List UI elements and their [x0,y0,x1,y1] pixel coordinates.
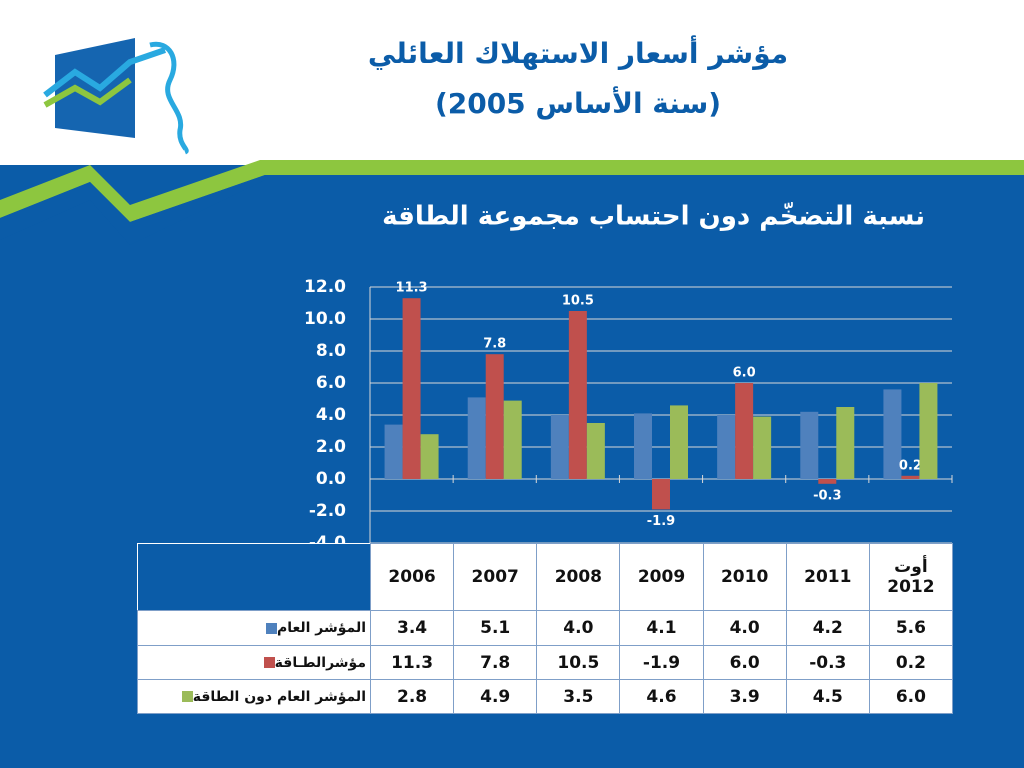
data-label: 11.3 [396,281,428,296]
title: مؤشر أسعار الاستهلاك العائلي [368,35,788,70]
bar [586,423,605,479]
value-cell: 5.6 [868,610,953,646]
bar [800,411,819,479]
legend-cell: مؤشرالطـاقة [137,645,371,680]
y-tick-label: 10.0 [304,309,346,329]
bar [735,383,754,479]
value-cell: 4.5 [785,679,870,714]
value-cell: 5.1 [453,610,538,646]
value-cell: 3.5 [536,679,621,714]
category-cell: 2008 [536,543,621,611]
bar [384,424,403,479]
value-cell: -1.9 [619,645,704,680]
y-tick-label: 12.0 [304,277,346,297]
data-label: -1.9 [647,514,675,529]
bar [652,479,670,510]
bar [919,383,938,479]
header-row: 2006 2007 2008 2009 2010 2011 أوت 2012 [137,543,953,611]
green-band [0,160,1024,222]
data-label: 0.2 [899,458,922,473]
category-cell: أوت 2012 [868,543,953,611]
value-cell: 6.0 [702,645,787,680]
legend-swatch [263,657,275,668]
category-cell: 2009 [619,543,704,611]
legend-label: مؤشرالطـاقة [274,654,366,671]
bar [503,400,522,479]
data-label: 7.8 [483,337,506,352]
y-tick-label: -2.0 [309,501,346,521]
category-cell: 2010 [702,543,787,611]
data-label: 10.5 [562,294,594,309]
data-table: 2006 2007 2008 2009 2010 2011 أوت 2012 المؤشر ا… [137,543,953,714]
value-cell: 4.0 [536,610,621,646]
logo [43,38,189,155]
category-cell: 2007 [453,543,538,611]
bar [485,354,504,479]
series-row: المؤشر العام 3.4 5.1 4.0 4.1 4.0 4.2 5.6 [137,610,953,646]
data-label: -0.3 [813,488,841,503]
y-tick-label: 2.0 [316,437,346,457]
bar [420,434,439,479]
bar [717,415,736,479]
value-cell: 11.3 [369,645,455,680]
y-tick-label: 0.0 [316,469,346,489]
bar [670,405,688,479]
bar [883,389,902,479]
chart-title: نسبة التضخّم دون احتساب مجموعة الطاقة [382,202,925,232]
value-cell: 4.9 [453,679,538,714]
bar [402,298,421,479]
bar [836,407,855,479]
value-cell: 4.6 [619,679,704,714]
legend-label: المؤشر العام [276,620,366,636]
bar [818,479,837,484]
subtitle: (سنة الأساس 2005) [435,86,721,120]
value-cell: -0.3 [785,645,870,680]
blank-cell [137,543,371,611]
bar [467,397,486,479]
value-cell: 6.0 [868,679,953,714]
value-cell: 7.8 [453,645,538,680]
bar [568,311,587,479]
value-cell: 10.5 [536,645,621,680]
legend-swatch [181,691,193,702]
value-cell: 4.2 [785,610,870,646]
value-cell: 3.4 [369,610,455,646]
value-cell: 2.8 [369,679,455,714]
bar [901,475,920,479]
legend-label: المؤشر العام دون الطاقة [192,688,366,705]
data-label: 6.0 [733,366,756,381]
value-cell: 3.9 [702,679,787,714]
category-cell: 2011 [785,543,870,611]
legend-swatch [265,622,277,634]
value-cell: 0.2 [868,645,953,680]
series-row: مؤشرالطـاقة 11.3 7.8 10.5 -1.9 6.0 -0.3 0.2 [137,645,953,680]
y-tick-label: 6.0 [316,373,346,393]
series-row: المؤشر العام دون الطاقة 2.8 4.9 3.5 4.6 3.9 4.… [137,679,953,714]
value-cell: 4.0 [702,610,787,646]
legend-cell: المؤشر العام دون الطاقة [137,679,371,714]
bar [753,416,772,479]
bar [634,413,652,479]
y-tick-label: 4.0 [316,405,346,425]
y-tick-label: 8.0 [316,341,346,361]
value-cell: 4.1 [619,610,704,646]
legend-cell: المؤشر العام [137,610,371,646]
category-cell: 2006 [369,543,455,611]
bar [550,415,569,479]
